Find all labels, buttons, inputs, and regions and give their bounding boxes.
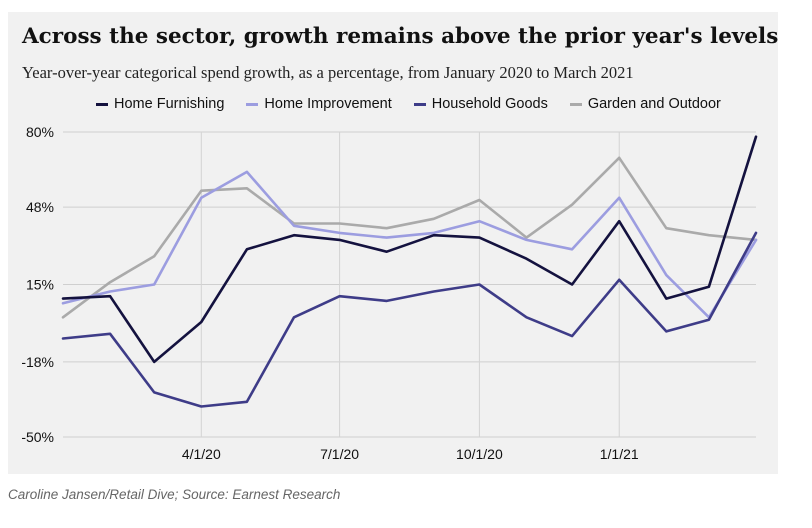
legend-swatch bbox=[246, 102, 259, 106]
y-tick-label: 15% bbox=[26, 277, 54, 293]
legend-swatch bbox=[96, 102, 108, 106]
x-tick-label: 1/1/21 bbox=[600, 446, 639, 462]
series-line-home-improvement bbox=[61, 170, 758, 319]
legend-label: Household Goods bbox=[431, 96, 548, 112]
chart-panel bbox=[8, 12, 778, 474]
legend-item-home-furnishing: Home Furnishing bbox=[96, 96, 224, 112]
chart-legend: Home Furnishing Home Improvement Househo… bbox=[96, 96, 721, 112]
series-line-home-furnishing bbox=[61, 135, 758, 364]
legend-label: Home Improvement bbox=[264, 96, 392, 112]
x-tick-label: 4/1/20 bbox=[182, 446, 221, 462]
line-chart: 80% 48% 15% -18% -50% 4/1/20 7/1/20 10/1/20 1/1… bbox=[21, 124, 758, 462]
legend-swatch bbox=[413, 102, 426, 106]
x-tick-label: 7/1/20 bbox=[320, 446, 359, 462]
y-tick-label: 48% bbox=[26, 199, 54, 215]
series-line-garden-and-outdoor bbox=[61, 156, 758, 319]
legend-item-household-goods: Household Goods bbox=[413, 96, 548, 112]
legend-label: Home Furnishing bbox=[114, 96, 225, 112]
y-tick-label: -18% bbox=[21, 354, 54, 370]
legend-label: Garden and Outdoor bbox=[587, 96, 721, 112]
legend-swatch bbox=[569, 102, 582, 106]
series-line-household-goods bbox=[61, 231, 758, 408]
x-tick-labels: 4/1/20 7/1/20 10/1/20 1/1/21 bbox=[182, 446, 639, 462]
source-credit: Caroline Jansen/Retail Dive; Source: Ear… bbox=[8, 487, 341, 502]
legend-item-garden-and-outdoor: Garden and Outdoor bbox=[569, 96, 721, 112]
chart-subtitle: Year-over-year categorical spend growth,… bbox=[22, 63, 634, 82]
chart-title: Across the sector, growth remains above … bbox=[22, 24, 779, 49]
series-lines bbox=[61, 135, 758, 408]
y-tick-label: 80% bbox=[26, 124, 54, 140]
y-gridlines bbox=[63, 131, 756, 438]
x-tick-label: 10/1/20 bbox=[456, 446, 503, 462]
y-tick-labels: 80% 48% 15% -18% -50% bbox=[21, 124, 54, 445]
y-tick-label: -50% bbox=[21, 429, 54, 445]
legend-item-home-improvement: Home Improvement bbox=[246, 96, 392, 112]
